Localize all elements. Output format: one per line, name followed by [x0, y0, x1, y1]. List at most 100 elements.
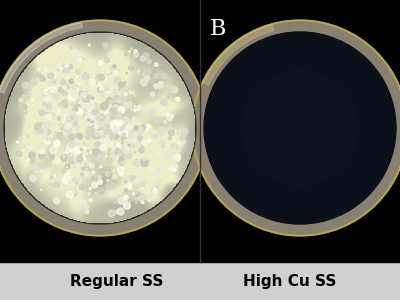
Circle shape [130, 176, 136, 181]
Circle shape [92, 120, 98, 126]
Circle shape [62, 66, 68, 72]
Circle shape [73, 138, 77, 141]
Circle shape [83, 115, 85, 116]
Circle shape [78, 120, 83, 125]
Circle shape [155, 188, 159, 191]
Circle shape [106, 183, 110, 188]
Circle shape [88, 88, 89, 89]
Circle shape [89, 199, 92, 202]
Circle shape [115, 148, 121, 155]
Circle shape [76, 108, 82, 114]
Circle shape [59, 125, 64, 130]
Circle shape [62, 85, 66, 89]
Circle shape [87, 124, 93, 130]
Circle shape [100, 95, 102, 96]
Circle shape [106, 139, 110, 142]
Circle shape [60, 126, 65, 131]
Circle shape [100, 169, 105, 174]
Circle shape [154, 74, 158, 79]
Circle shape [168, 97, 169, 98]
Circle shape [106, 114, 108, 116]
Circle shape [127, 140, 131, 143]
Circle shape [139, 187, 140, 188]
Circle shape [56, 77, 58, 79]
Circle shape [78, 100, 79, 101]
Circle shape [92, 182, 98, 188]
Circle shape [76, 88, 79, 91]
Circle shape [153, 134, 158, 139]
Circle shape [150, 108, 156, 115]
Circle shape [64, 62, 69, 68]
Circle shape [86, 127, 94, 134]
Circle shape [145, 76, 150, 81]
Circle shape [112, 118, 114, 121]
Circle shape [95, 74, 102, 81]
Circle shape [131, 108, 134, 111]
Circle shape [47, 81, 52, 86]
Circle shape [77, 83, 80, 85]
Circle shape [84, 173, 88, 177]
Circle shape [100, 131, 103, 134]
Circle shape [134, 94, 136, 96]
Circle shape [128, 201, 129, 203]
Circle shape [143, 72, 148, 77]
Circle shape [50, 155, 54, 160]
Circle shape [54, 96, 59, 101]
Circle shape [152, 188, 156, 192]
Circle shape [70, 149, 73, 152]
Circle shape [100, 138, 102, 139]
Circle shape [113, 105, 119, 112]
Circle shape [84, 201, 86, 203]
Circle shape [131, 48, 133, 50]
Circle shape [47, 105, 52, 110]
Circle shape [72, 187, 78, 193]
Circle shape [88, 103, 95, 110]
Circle shape [100, 123, 101, 124]
Circle shape [120, 127, 122, 128]
Circle shape [42, 101, 48, 107]
Circle shape [107, 129, 111, 134]
Circle shape [155, 76, 156, 77]
Circle shape [112, 174, 118, 179]
Circle shape [113, 71, 118, 75]
Circle shape [78, 112, 80, 115]
Circle shape [122, 107, 124, 109]
Circle shape [92, 136, 96, 139]
Circle shape [0, 20, 208, 236]
Circle shape [104, 107, 108, 111]
Circle shape [99, 129, 100, 130]
Circle shape [88, 154, 94, 160]
Circle shape [149, 132, 151, 134]
Circle shape [67, 123, 71, 128]
Circle shape [100, 102, 103, 105]
Circle shape [38, 163, 44, 169]
Circle shape [87, 154, 92, 159]
Circle shape [97, 131, 98, 132]
Circle shape [140, 56, 146, 61]
Circle shape [88, 118, 94, 123]
Circle shape [59, 138, 61, 140]
Circle shape [40, 129, 47, 136]
Circle shape [104, 132, 109, 137]
Wedge shape [0, 22, 82, 93]
Circle shape [85, 113, 88, 116]
Circle shape [131, 58, 133, 60]
Circle shape [110, 65, 116, 71]
Circle shape [107, 53, 112, 58]
Circle shape [98, 128, 103, 133]
Circle shape [83, 193, 90, 200]
Circle shape [148, 139, 151, 142]
Circle shape [150, 167, 154, 170]
Circle shape [100, 127, 102, 128]
Circle shape [94, 122, 98, 126]
Circle shape [119, 111, 122, 113]
Circle shape [49, 106, 54, 111]
Circle shape [28, 86, 30, 87]
Circle shape [96, 126, 100, 130]
Circle shape [87, 150, 89, 152]
Circle shape [145, 124, 151, 130]
Circle shape [109, 100, 112, 103]
Circle shape [109, 128, 111, 130]
Circle shape [0, 22, 206, 234]
Circle shape [95, 154, 101, 161]
